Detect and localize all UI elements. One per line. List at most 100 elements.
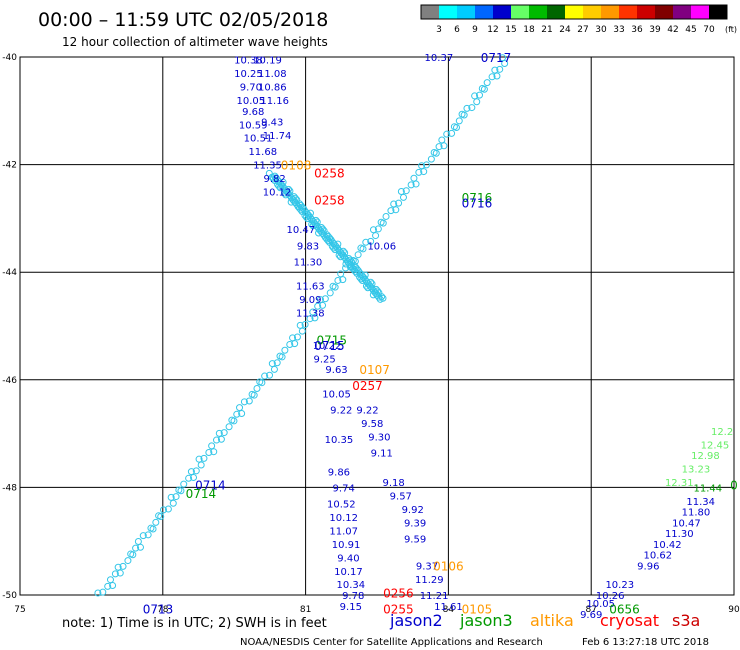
wave-height-label: 9.92 xyxy=(402,505,424,516)
wave-height-label: 12.31 xyxy=(665,478,694,489)
wave-height-label: 9.30 xyxy=(368,432,390,443)
y-tick-label: -46 xyxy=(2,376,17,386)
ghost-ring xyxy=(420,168,428,176)
ghost-ring xyxy=(367,237,375,245)
wave-height-label: 11.74 xyxy=(263,131,292,142)
ghost-ring xyxy=(213,436,221,444)
ghost-ring xyxy=(205,449,213,457)
ghost-ring xyxy=(132,544,140,552)
wave-height-label: 9.69 xyxy=(580,610,602,621)
colorbar-label: 27 xyxy=(577,25,588,35)
wave-height-label: 10.59 xyxy=(239,120,268,131)
legend-cryosat: cryosat xyxy=(600,611,659,630)
colorbar-swatch xyxy=(619,5,638,19)
ghost-ring xyxy=(236,404,244,412)
ghost-ring xyxy=(463,104,471,112)
ghost-ring xyxy=(276,352,284,360)
wave-height-label: 11.29 xyxy=(415,575,444,586)
legend-jason2: jason2 xyxy=(389,611,443,630)
ghost-ring xyxy=(248,390,256,398)
wave-height-label: 10.38 xyxy=(234,56,263,67)
colorbar-label: 39 xyxy=(649,25,661,35)
pass-label: 0713 xyxy=(143,602,174,616)
ghost-ring xyxy=(94,589,102,597)
ghost-ring xyxy=(450,123,458,131)
wave-height-label: 12.2 xyxy=(711,427,733,438)
colorbar-label: 30 xyxy=(595,25,607,35)
ghost-ring xyxy=(185,474,193,482)
wave-height-label: 11.38 xyxy=(296,309,325,320)
ghost-ring xyxy=(261,372,269,380)
ghost-ring xyxy=(476,91,484,99)
ghost-ring xyxy=(334,276,342,284)
ghost-ring xyxy=(392,206,400,214)
ghost-ring xyxy=(180,480,188,488)
ghost-ring xyxy=(410,174,418,182)
ghost-ring xyxy=(375,293,383,301)
pass-label: 0106 xyxy=(433,559,464,573)
ghost-ring xyxy=(164,505,172,513)
ghost-ring xyxy=(326,289,334,297)
y-tick-label: -44 xyxy=(2,268,17,278)
wave-height-label: 10.35 xyxy=(325,435,354,446)
ghost-ring xyxy=(357,244,365,252)
ghost-ring xyxy=(281,346,289,354)
ghost-ring xyxy=(109,582,117,590)
wave-height-label: 9.11 xyxy=(371,448,393,459)
ghost-ring xyxy=(289,334,297,342)
wave-height-label: 10.12 xyxy=(329,513,358,524)
wave-height-label: 11.07 xyxy=(329,526,358,537)
wave-height-label: 10.06 xyxy=(367,241,396,252)
ghost-ring xyxy=(220,429,228,437)
wave-height-label: 10.26 xyxy=(596,591,625,602)
wave-height-label: 10.12 xyxy=(263,188,292,199)
ghost-ring xyxy=(273,359,281,367)
ghost-ring xyxy=(382,212,390,220)
x-tick-label: 81 xyxy=(300,605,311,615)
ghost-ring xyxy=(266,371,274,379)
ghost-ring xyxy=(228,416,236,424)
colorbar-swatch xyxy=(529,5,548,19)
ghost-ring xyxy=(395,199,403,207)
ghost-ring xyxy=(337,270,345,278)
ghost-ring xyxy=(192,467,200,475)
wave-height-label: 11.08 xyxy=(258,69,287,80)
ghost-ring xyxy=(443,130,451,138)
pass-label: 0714 xyxy=(186,487,217,501)
wave-height-label: 9.86 xyxy=(328,467,350,478)
ghost-ring xyxy=(493,72,501,80)
wave-height-label: 10.47 xyxy=(287,225,316,236)
ghost-ring xyxy=(160,506,167,514)
pass-label: 0715 xyxy=(314,339,345,353)
ghost-ring xyxy=(309,308,317,316)
ghost-ring xyxy=(430,148,438,156)
wave-height-label: 11.34 xyxy=(686,497,715,508)
ghost-ring xyxy=(458,110,466,118)
ghost-ring xyxy=(491,66,499,74)
satellite-legend: jason2 jason3 altika cryosat s3a xyxy=(389,611,700,630)
pass-label: 0258 xyxy=(314,167,345,181)
ghost-ring xyxy=(200,454,208,462)
legend-altika: altika xyxy=(530,611,574,630)
colorbar-label: 3 xyxy=(436,25,442,35)
wave-height-label: 11.68 xyxy=(248,147,277,158)
ghost-ring xyxy=(422,161,430,169)
ghost-ring xyxy=(369,226,377,234)
colorbar-swatch xyxy=(691,5,710,19)
pass-label: 0716 xyxy=(462,196,493,210)
colorbar-swatch xyxy=(439,5,458,19)
wave-height-label: 10.52 xyxy=(327,500,356,511)
ghost-ring xyxy=(256,378,264,386)
wave-height-label: 9.39 xyxy=(404,518,426,529)
ghost-ring xyxy=(415,168,423,176)
ghost-ring xyxy=(374,225,382,233)
ghost-ring xyxy=(427,155,435,163)
colorbar: 3 6 9 12 15 18 21 24 27 30 33 36 39 42 45 70 (ft) xyxy=(420,4,737,35)
colorbar-frame xyxy=(420,4,728,20)
ghost-ring xyxy=(440,142,448,150)
wave-height-label: 12.45 xyxy=(701,440,730,451)
ghost-ring xyxy=(147,524,155,532)
wave-height-label: 11.16 xyxy=(260,96,289,107)
wave-height-label: 10.17 xyxy=(334,567,363,578)
